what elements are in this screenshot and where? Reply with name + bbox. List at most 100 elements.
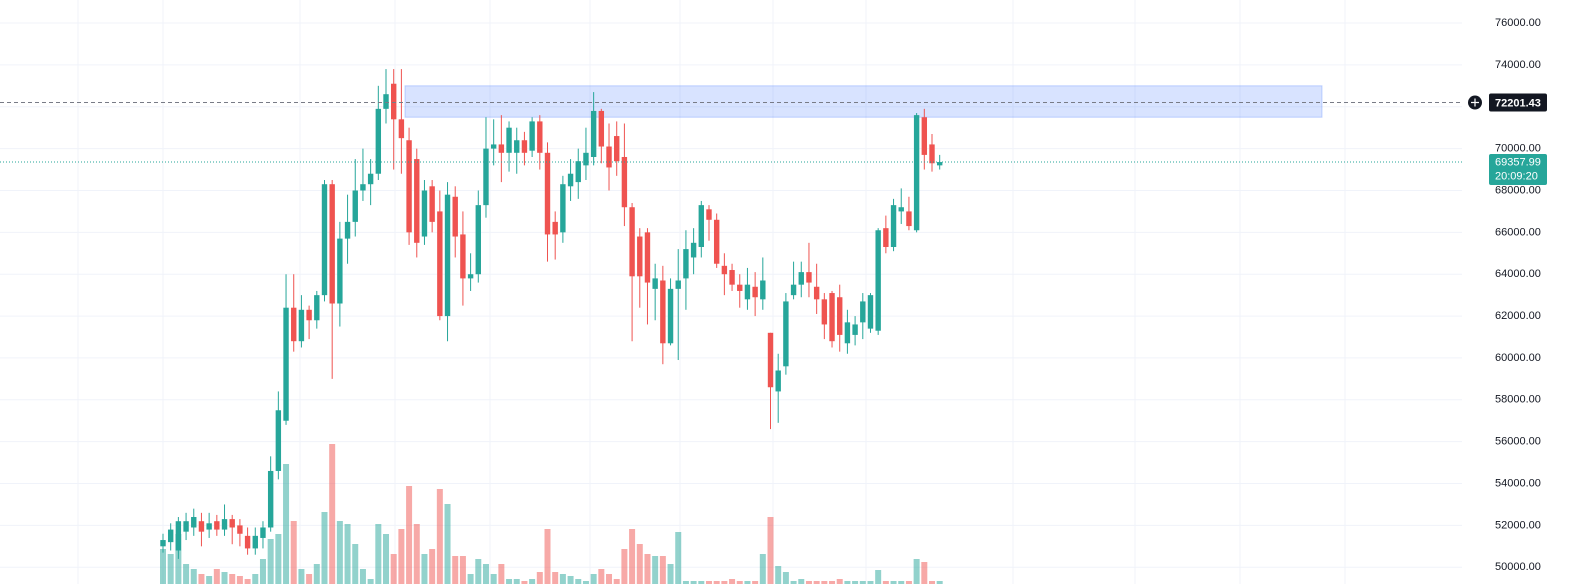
volume-bar (413, 524, 420, 584)
volume-bar (206, 576, 213, 584)
volume-bar (698, 581, 705, 584)
candle-body (529, 121, 535, 151)
volume-bar (175, 534, 182, 584)
volume-bar (859, 581, 866, 584)
volume-bar (567, 576, 574, 584)
volume-bar (367, 579, 374, 584)
plot (0, 69, 1462, 584)
candle-body (898, 207, 904, 212)
volume-bar (667, 564, 674, 584)
candle-body (283, 307, 289, 421)
candle-body (298, 309, 305, 342)
volume-bar (190, 569, 197, 584)
candle-body (837, 297, 843, 335)
volume-bar (390, 554, 397, 584)
volume-bar (344, 524, 351, 584)
volume-bar (575, 579, 582, 584)
candle-body (421, 190, 428, 237)
volume-bar (529, 579, 536, 584)
zone (404, 85, 1323, 118)
candle-body (929, 144, 935, 164)
volume-bar (221, 572, 228, 584)
y-tick-label: 64000.00 (1495, 268, 1541, 280)
alert-label-bg (1489, 93, 1547, 112)
volume-bar (582, 581, 589, 584)
candle-body (598, 110, 605, 147)
volume-bar (406, 486, 413, 584)
candle-body (167, 529, 174, 543)
candle-body (767, 332, 774, 388)
candle-body (883, 228, 889, 247)
volume-bar (636, 544, 643, 584)
volume-bar (782, 572, 789, 584)
candle-body (583, 152, 589, 166)
candle-body (214, 521, 220, 530)
volume-bar (921, 562, 928, 584)
candle-body (160, 540, 166, 547)
y-tick-label: 58000.00 (1495, 394, 1541, 406)
last-price-label: 69357.99 (1495, 156, 1541, 168)
candle-body (575, 161, 581, 183)
candle-body (652, 278, 658, 289)
volume-bar (498, 564, 505, 584)
candle-body (206, 523, 212, 530)
volume-bar (329, 444, 336, 584)
volume-bar (290, 521, 297, 584)
volume-bar (613, 579, 620, 584)
y-tick-label: 54000.00 (1495, 477, 1541, 489)
candle-body (437, 211, 443, 317)
candle-body (337, 238, 343, 304)
volume-bar (467, 574, 474, 584)
volume-bar (536, 572, 543, 584)
volume-bar (606, 574, 613, 584)
candle-body (483, 148, 489, 206)
candle-body (460, 234, 466, 279)
candle-body (198, 521, 205, 532)
volume-bar (913, 559, 920, 584)
volume-bar (506, 579, 513, 584)
y-tick-label: 52000.00 (1495, 519, 1541, 531)
volume-bar (429, 549, 436, 584)
volume-bar (459, 556, 466, 584)
volume-bar (298, 569, 305, 584)
candle-body (452, 196, 458, 237)
plus-icon (1471, 98, 1479, 107)
candle-body (683, 249, 689, 279)
candle-body (321, 184, 328, 296)
volume-bar (236, 576, 243, 584)
volume-bar (644, 554, 651, 584)
candle-body (813, 286, 820, 300)
volume-bar (690, 581, 697, 584)
y-tick-label: 66000.00 (1495, 226, 1541, 238)
last-price-bg (1489, 154, 1547, 186)
volume-bar (283, 464, 290, 584)
volume-bar (905, 581, 912, 584)
candle-body (860, 301, 866, 323)
y-tick-label: 50000.00 (1495, 561, 1541, 573)
candle-body (706, 209, 712, 220)
candle-body (790, 284, 797, 296)
volume-bar (652, 556, 659, 584)
volume-bar (213, 569, 220, 584)
candle-body (906, 211, 912, 227)
candle-body (275, 410, 282, 471)
volume-bar (682, 581, 689, 584)
candle-body (191, 517, 197, 528)
candle-body (490, 144, 497, 149)
candle-body (429, 186, 435, 222)
y-tick-label: 70000.00 (1495, 143, 1541, 155)
candle-body (260, 527, 266, 538)
volume-bar (759, 554, 766, 584)
volume-bar (713, 581, 720, 584)
candle-body (506, 127, 512, 153)
candle-body (514, 140, 520, 153)
volume-bar (383, 534, 390, 584)
candle-body (444, 194, 451, 317)
candle-body (675, 280, 681, 289)
y-tick-label: 74000.00 (1495, 59, 1541, 71)
y-tick-label: 76000.00 (1495, 17, 1541, 29)
volume-bar (736, 581, 743, 584)
candle-body (829, 293, 835, 342)
volume-bar (167, 554, 174, 584)
volume-bar (729, 579, 736, 584)
